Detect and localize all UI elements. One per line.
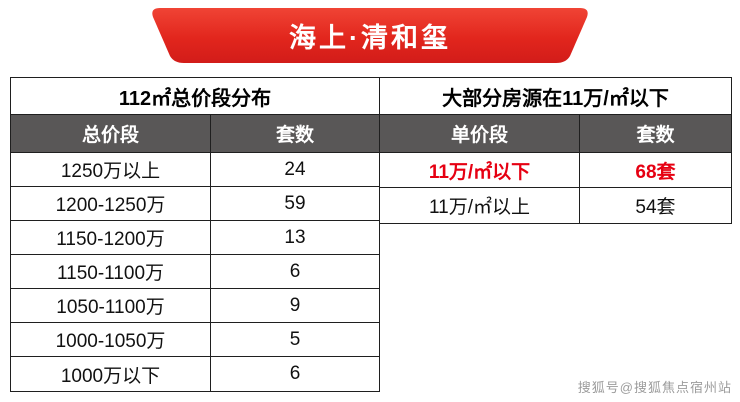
table-row-label: 1000万以下: [11, 357, 211, 391]
table-row-value: 59: [211, 187, 379, 221]
table-row-label: 11万/㎡以上: [380, 188, 580, 223]
table-row-label: 1000-1050万: [11, 323, 211, 357]
table-row-value: 6: [289, 363, 301, 384]
table-row-label-highlight: 11万/㎡以下: [380, 153, 580, 188]
table-row-label: 1150-1200万: [11, 221, 211, 255]
table-row-value: 24: [211, 153, 379, 187]
column-header-units: 套数: [580, 115, 731, 153]
page-title: 海上·清和玺: [289, 22, 451, 53]
banner: 海上·清和玺: [150, 8, 590, 66]
unit-price-table-title: 大部分房源在11万/㎡以下: [380, 78, 731, 115]
table-row-label: 1050-1100万: [11, 289, 211, 323]
total-price-table: 112㎡总价段分布 总价段 套数 1250万以上 24 1200-1250万 5…: [10, 77, 380, 392]
table-row-label: 1250万以上: [11, 153, 211, 187]
column-header-unit-price: 单价段: [380, 115, 580, 153]
banner-ribbon-shape: [152, 8, 588, 63]
column-header-total-price: 总价段: [11, 115, 211, 153]
watermark: 搜狐号@搜狐焦点宿州站: [577, 380, 732, 395]
table-row-value: 54套: [635, 197, 676, 218]
table-row-label: 1150-1100万: [11, 255, 211, 289]
table-row-value: 6: [211, 255, 379, 289]
table-row-value: 9: [211, 289, 379, 323]
total-price-table-title: 112㎡总价段分布: [11, 78, 379, 115]
table-row-value-highlight: 68套: [580, 153, 731, 188]
table-row-value: 13: [211, 221, 379, 255]
column-header-units: 套数: [211, 115, 379, 153]
table-row-value: 5: [211, 323, 379, 357]
table-row-label: 1200-1250万: [11, 187, 211, 221]
unit-price-table: 大部分房源在11万/㎡以下 单价段 套数 11万/㎡以下 68套 11万/㎡以上…: [379, 77, 732, 224]
